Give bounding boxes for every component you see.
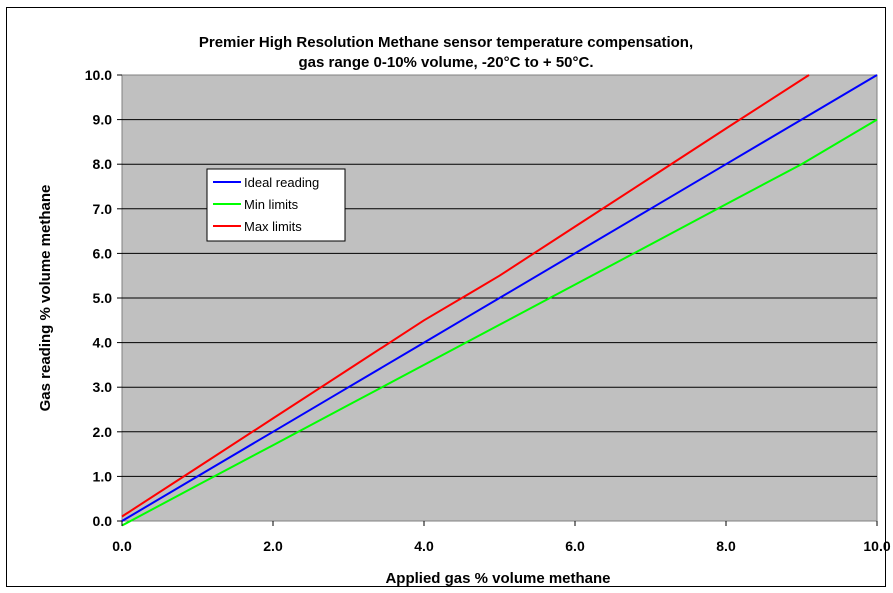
y-tick-label: 8.0 (93, 156, 113, 172)
legend-label-min-limits: Min limits (244, 197, 299, 212)
x-tick-label: 2.0 (263, 538, 283, 554)
series-line-max-limits (121, 74, 810, 518)
y-axis-label: Gas reading % volume methane (37, 185, 54, 412)
series-line-min-limits (121, 118, 878, 527)
y-tick-label: 9.0 (93, 112, 113, 128)
y-tick-label: 2.0 (93, 424, 113, 440)
y-tick-label: 3.0 (93, 379, 113, 395)
y-tick-label: 1.0 (93, 468, 113, 484)
y-tick-label: 4.0 (93, 335, 113, 351)
y-tick-label: 0.0 (93, 513, 113, 529)
y-tick-label: 10.0 (85, 67, 112, 83)
x-tick-label: 10.0 (863, 538, 890, 554)
chart-title-line1: Premier High Resolution Methane sensor t… (199, 34, 693, 51)
y-tick-label: 5.0 (93, 290, 113, 306)
series-layer (121, 74, 878, 527)
gridlines (122, 119, 877, 477)
x-tick-label: 4.0 (414, 538, 434, 554)
x-axis-label: Applied gas % volume methane (385, 570, 610, 587)
legend: Ideal reading Min limits Max limits (206, 168, 346, 242)
y-axis-ticks: 0.0 1.0 2.0 3.0 4.0 5.0 6.0 7.0 8.0 9.0 10.0 (85, 67, 122, 529)
y-tick-label: 6.0 (93, 245, 113, 261)
x-tick-label: 0.0 (112, 538, 132, 554)
chart-title-line2: gas range 0-10% volume, -20°C to + 50°C. (298, 54, 593, 71)
series-line-ideal-reading (121, 74, 878, 522)
legend-label-max-limits: Max limits (244, 219, 302, 234)
x-tick-label: 8.0 (716, 538, 736, 554)
y-tick-label: 7.0 (93, 201, 113, 217)
legend-label-ideal-reading: Ideal reading (244, 175, 319, 190)
x-axis-ticks: 0.0 2.0 4.0 6.0 8.0 10.0 (112, 521, 891, 554)
x-tick-label: 6.0 (565, 538, 585, 554)
